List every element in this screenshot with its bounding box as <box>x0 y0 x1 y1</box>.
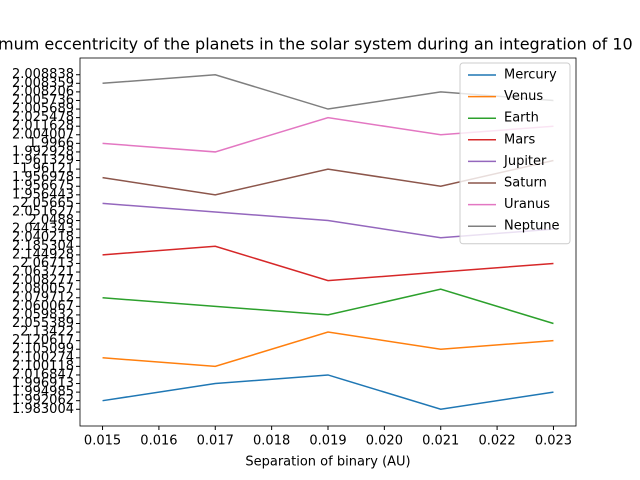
legend-label: Jupiter <box>503 154 547 169</box>
y-tick-label: 2.05665 <box>20 196 74 211</box>
x-tick-label: 0.023 <box>535 434 572 449</box>
y-tick-label: 2.011628 <box>12 119 74 134</box>
series-line <box>102 288 554 325</box>
legend-label: Uranus <box>504 197 550 212</box>
y-tick-label: 2.008838 <box>12 67 74 82</box>
y-tick-label: 1.994985 <box>12 385 74 400</box>
series-line <box>102 331 554 368</box>
y-tick-label: 1.996913 <box>12 376 74 391</box>
y-tick-label: 2.120617 <box>12 333 74 348</box>
y-tick-label: 2.059832 <box>12 307 74 322</box>
x-tick-label: 0.021 <box>422 434 459 449</box>
legend-label: Venus <box>504 89 543 104</box>
y-tick-label: 2.185304 <box>12 239 74 254</box>
y-tick-label: 2.008359 <box>12 76 74 91</box>
x-tick-label: 0.022 <box>478 434 515 449</box>
y-tick-label: 2.105099 <box>12 342 74 357</box>
y-tick-label: 1.983004 <box>12 402 74 417</box>
chart-title: mum eccentricity of the planets in the s… <box>0 35 633 54</box>
y-tick-label: 2.060067 <box>12 299 74 314</box>
y-tick-label: 2.100118 <box>12 359 74 374</box>
x-axis-label: Separation of binary (AU) <box>245 455 410 470</box>
y-tick-label: 1.956443 <box>12 187 74 202</box>
legend-box <box>459 62 571 245</box>
legend-label: Neptune <box>504 219 560 234</box>
y-tick-label: 2.005689 <box>12 102 74 117</box>
y-tick-label: 2.005736 <box>12 93 74 108</box>
x-tick-label: 0.019 <box>309 434 346 449</box>
x-tick-label: 0.016 <box>140 434 177 449</box>
x-tick-label: 0.015 <box>84 434 121 449</box>
legend-label: Earth <box>504 111 539 126</box>
y-tick-label: 2.055389 <box>12 316 74 331</box>
y-tick-label: 2.044343 <box>12 222 74 237</box>
y-tick-label: 1.956675 <box>12 179 74 194</box>
y-tick-label: 2.06713 <box>20 256 74 271</box>
y-tick-label: 1.992062 <box>12 393 74 408</box>
y-tick-label: 1.956978 <box>12 170 74 185</box>
y-tick-label: 1.96121 <box>20 162 74 177</box>
y-tick-label: 2.004007 <box>12 127 74 142</box>
legend-label: Saturn <box>504 176 547 191</box>
series-line <box>102 374 554 411</box>
legend-label: Mars <box>504 132 536 147</box>
series-line <box>102 245 554 282</box>
y-tick-label: 1.992928 <box>12 144 74 159</box>
x-tick-label: 0.020 <box>366 434 403 449</box>
y-tick-label: 2.080057 <box>12 282 74 297</box>
y-tick-label: 2.008277 <box>12 273 74 288</box>
x-tick-label: 0.017 <box>197 434 234 449</box>
y-tick-label: 2.100274 <box>12 350 74 365</box>
y-tick-label: 2.063721 <box>12 265 74 280</box>
y-tick-label: 2.025478 <box>12 110 74 125</box>
y-tick-label: 2.13422 <box>20 325 74 340</box>
y-tick-label: 2.0488 <box>29 213 75 228</box>
y-tick-label: 2.051627 <box>12 204 74 219</box>
x-tick-label: 0.018 <box>253 434 290 449</box>
legend-label: Mercury <box>504 68 557 83</box>
y-tick-label: 2.040218 <box>12 230 74 245</box>
y-tick-label: 2.016847 <box>12 367 74 382</box>
y-tick-label: 1.961329 <box>12 153 74 168</box>
y-tick-label: 2.144928 <box>12 247 74 262</box>
y-tick-label: 1.9966 <box>29 136 75 151</box>
axes-frame <box>79 57 577 427</box>
y-tick-label: 2.079712 <box>12 290 74 305</box>
y-tick-label: 2.008206 <box>12 84 74 99</box>
